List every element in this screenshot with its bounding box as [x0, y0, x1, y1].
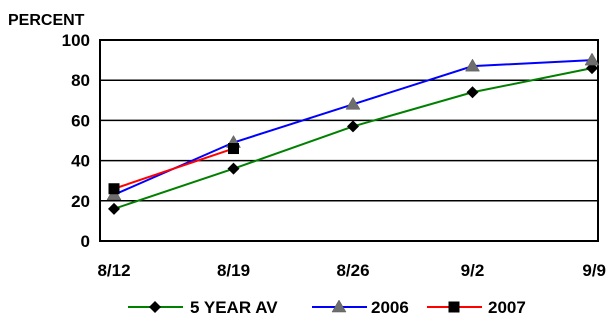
- data-point: [465, 58, 480, 72]
- legend-item: 5 YEAR AV: [128, 298, 278, 317]
- data-point: [466, 86, 479, 99]
- y-tick-label: 80: [71, 71, 90, 90]
- x-axis-ticks: 8/12 8/19 8/26 9/2 9/9: [97, 261, 606, 280]
- legend: 5 YEAR AV 2006 2007: [128, 298, 526, 317]
- y-tick-label: 100: [62, 31, 90, 50]
- series-0: [108, 62, 598, 215]
- series-line: [113, 67, 593, 210]
- legend-label: 5 YEAR AV: [190, 298, 278, 317]
- data-point: [347, 120, 359, 133]
- data-point: [345, 96, 361, 110]
- legend-item: 2007: [427, 298, 526, 317]
- legend-marker: [149, 301, 161, 313]
- y-tick-label: 60: [71, 111, 90, 130]
- data-point: [108, 202, 120, 215]
- series-2: [108, 143, 239, 195]
- gridlines: [100, 79, 598, 202]
- y-tick-label: 40: [71, 152, 90, 171]
- data-point: [228, 143, 239, 155]
- legend-item: 2006: [312, 298, 409, 317]
- x-tick-label: 9/9: [582, 261, 606, 280]
- x-tick-label: 8/26: [336, 261, 369, 280]
- legend-label: 2006: [371, 298, 409, 317]
- x-tick-label: 8/12: [97, 261, 130, 280]
- series-line: [113, 147, 234, 190]
- x-tick-label: 8/19: [217, 261, 250, 280]
- data-point: [108, 183, 120, 195]
- legend-marker: [331, 299, 347, 313]
- legend-label: 2007: [488, 298, 526, 317]
- y-axis-ticks: 0 20 40 60 80 100: [62, 31, 90, 251]
- y-tick-label: 0: [81, 232, 90, 251]
- x-tick-label: 9/2: [461, 261, 485, 280]
- y-axis-label: PERCENT: [8, 12, 85, 29]
- y-tick-label: 20: [71, 192, 90, 211]
- data-point: [584, 52, 600, 66]
- series-layer: [106, 52, 600, 215]
- plot-area-frame: [99, 39, 599, 242]
- series-1: [106, 52, 600, 201]
- legend-marker: [448, 301, 460, 313]
- data-point: [227, 162, 240, 175]
